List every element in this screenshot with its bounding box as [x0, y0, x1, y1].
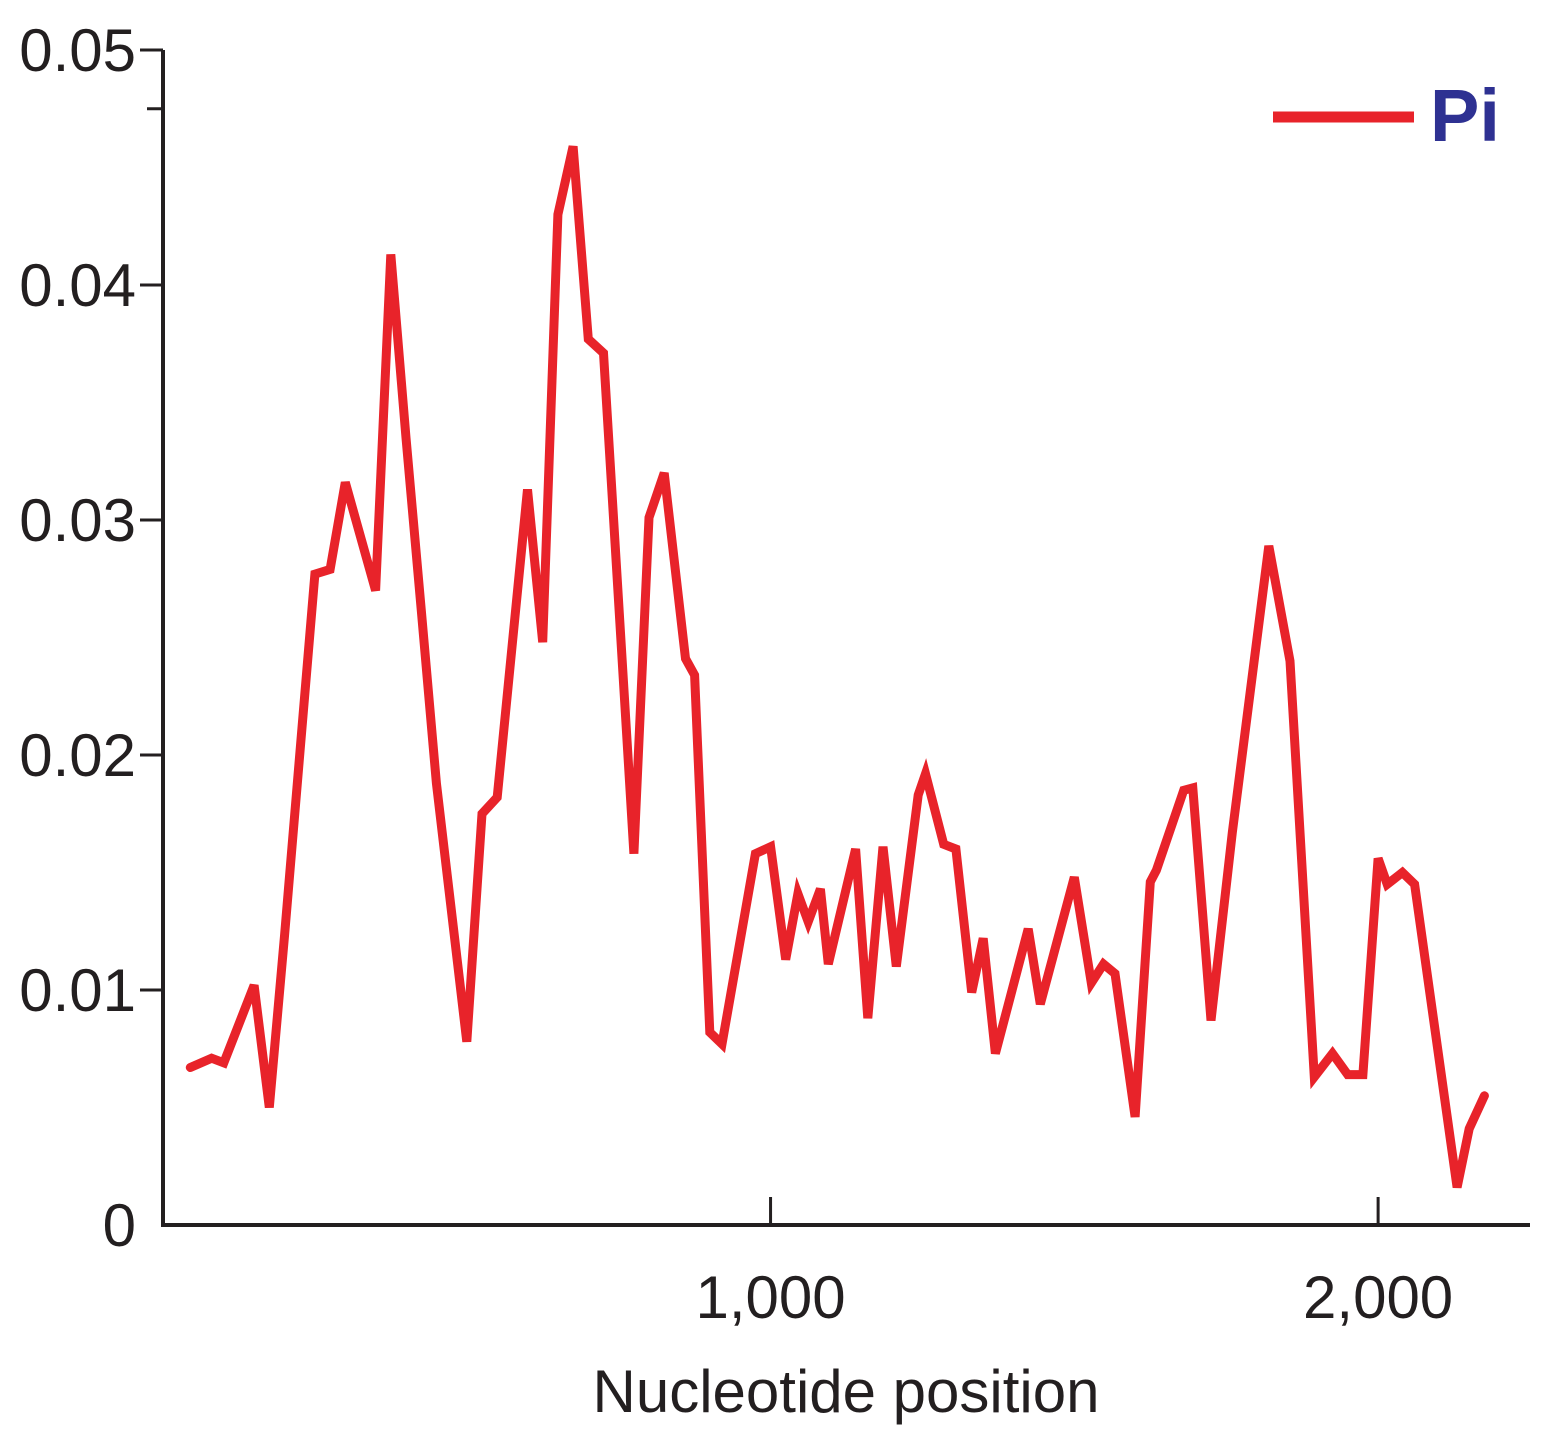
y-tick-label: 0.04: [19, 252, 136, 319]
legend: Pi: [1273, 74, 1500, 157]
x-axis-tick-labels: 1,000 2,000: [695, 1264, 1453, 1331]
x-tick-label: 2,000: [1303, 1264, 1453, 1331]
y-axis-tick-labels: 0 0.01 0.02 0.03 0.04 0.05: [19, 17, 136, 1259]
pi-data-line: [185, 145, 1489, 1189]
y-tick-label: 0.03: [19, 487, 136, 554]
y-axis-ticks: [140, 48, 163, 992]
x-axis-title: Nucleotide position: [593, 1358, 1100, 1425]
y-tick-label: 0.05: [19, 17, 136, 84]
x-tick-label: 1,000: [695, 1264, 845, 1331]
y-tick-label: 0.02: [19, 722, 136, 789]
legend-label: Pi: [1430, 74, 1500, 157]
y-tick-label: 0.01: [19, 957, 136, 1024]
x-axis-ticks: [769, 1197, 1380, 1225]
y-tick-label: 0: [103, 1192, 136, 1259]
